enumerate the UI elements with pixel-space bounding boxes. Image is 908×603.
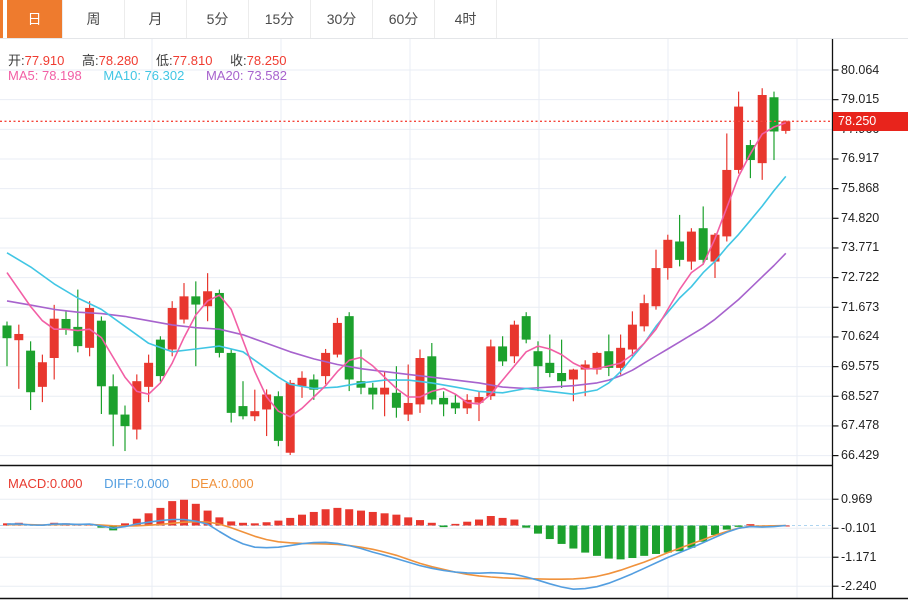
macd-axis-label: -0.101 [841,520,877,535]
ma10-value: 76.302 [144,68,185,83]
tab-month[interactable]: 月 [125,0,187,38]
tab-60min[interactable]: 60分 [373,0,435,38]
gridlines [0,38,833,599]
tab-week[interactable]: 周 [63,0,125,38]
candlestick-series [2,88,791,456]
high-value: 78.280 [98,53,139,68]
low-label: 低: [156,53,173,68]
price-axis-label: 66.429 [841,448,880,463]
tab-5min[interactable]: 5分 [187,0,249,38]
left-accent-strip [0,0,3,38]
high-label: 高: [82,53,99,68]
price-axis-label: 70.624 [841,329,880,344]
ma-overlays [6,122,787,418]
close-label: 收: [230,53,247,68]
price-axis-label: 68.527 [841,388,880,403]
price-axis-label: 69.575 [841,359,880,374]
ma20-line [6,252,787,390]
diff-label: DIFF:0.000 [104,476,170,491]
macd-pane [0,499,833,590]
ma5-label: MA5: 78.198 [8,68,82,83]
price-axis-label: 76.917 [841,151,880,166]
ma20-label: MA20: 73.582 [205,68,287,83]
tab-15min[interactable]: 15分 [249,0,311,38]
macd-label: MACD:0.000 [8,476,83,491]
tab-day[interactable]: 日 [7,0,63,38]
ma5-line [6,122,787,418]
tab-30min[interactable]: 30分 [311,0,373,38]
tab-4hour[interactable]: 4时 [435,0,497,38]
price-axis-label: 67.478 [841,418,880,433]
dea-value: 0.000 [221,476,254,491]
ma-legend: MA5: 78.198 MA10: 76.302 MA20: 73.582 [8,68,287,83]
ma20-value: 73.582 [247,68,287,83]
ma10-line [6,175,787,395]
diff-line [6,518,786,590]
price-axis-label: 72.722 [841,270,880,285]
price-axis-label: 74.820 [841,210,880,225]
open-value: 77.910 [24,53,65,68]
price-axis-label: 80.064 [841,62,880,77]
axes-borders [0,38,908,600]
price-axis-label: 73.771 [841,240,880,255]
diff-value: 0.000 [136,476,170,491]
macd-axis-label: 0.969 [841,491,873,506]
macd-axis-label: -1.171 [841,549,877,564]
macd-axis-label: -2.240 [841,578,877,593]
low-value: 77.810 [172,53,213,68]
ohlc-legend: 开:77.910 高:78.280 低:77.810 收:78.250 [8,50,286,69]
price-axis-label: 75.868 [841,181,880,196]
dea-line [6,520,786,580]
ma10-label: MA10: 76.302 [103,68,185,83]
interval-tabbar: 日 周 月 5分 15分 30分 60分 4时 [0,0,908,39]
macd-legend: MACD:0.000 DIFF:0.000 DEA:0.000 [8,476,254,491]
ma5-value: 78.198 [41,68,82,83]
macd-value: 0.000 [49,476,83,491]
close-value: 78.250 [246,53,287,68]
current-price-tag: 78.250 [833,112,908,131]
dea-label: DEA:0.000 [190,476,254,491]
price-axis-label: 71.673 [841,299,880,314]
open-label: 开: [8,53,25,68]
price-axis-label: 79.015 [841,92,880,107]
